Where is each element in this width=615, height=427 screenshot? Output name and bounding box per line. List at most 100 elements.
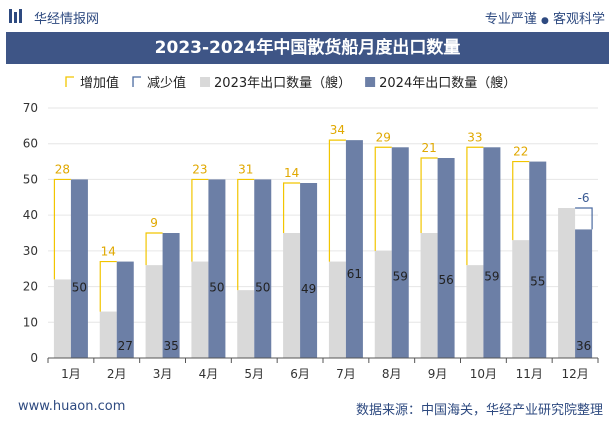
source-b: 华经产业研究院整理 (485, 403, 603, 418)
bar-2024 (483, 147, 501, 358)
increase-bracket (466, 146, 484, 266)
bar-2023 (466, 265, 484, 358)
bar-2024 (437, 158, 455, 358)
bar-2024 (575, 229, 593, 358)
x-tick-label: 10月 (470, 367, 497, 381)
value-label-2024: 27 (118, 339, 133, 353)
legend-2024-label: 2024年出口数量（艘） (379, 75, 516, 91)
value-label-2024: 59 (393, 269, 408, 283)
top-bar: 华经情报网 专业严谨 ● 客观科学 (0, 0, 615, 32)
value-label-2024: 55 (530, 274, 545, 288)
increase-label: 22 (513, 145, 528, 159)
bar-2023 (53, 279, 71, 358)
increase-label: 9 (150, 216, 158, 230)
value-label-2024: 59 (484, 269, 499, 283)
bar-2024 (345, 140, 363, 358)
x-tick-label: 5月 (244, 367, 264, 381)
bar-2024 (70, 179, 88, 358)
y-tick-label: 60 (23, 137, 38, 151)
increase-bracket (374, 146, 392, 251)
footer-source: 数据来源：中国海关，华经产业研究院整理 (356, 399, 603, 418)
tagline-left: 专业严谨 (484, 12, 537, 27)
increase-label: 29 (376, 130, 391, 144)
increase-bracket (99, 260, 117, 312)
brand-name: 华经情报网 (34, 12, 100, 27)
x-tick-label: 6月 (290, 367, 310, 381)
legend-increase-label: 增加值 (80, 75, 119, 91)
legend-2024-swatch (365, 77, 376, 87)
value-label-2024: 50 (255, 281, 270, 295)
bar-chart: 增加值 减少值 2023年出口数量（艘） 2024年出口数量（艘） 0 10 20 30 40… (23, 75, 599, 381)
bar-2023 (558, 208, 576, 358)
increase-label: 23 (192, 162, 207, 176)
increase-bracket (237, 178, 255, 291)
y-tick-label: 30 (23, 244, 38, 258)
increase-bracket (512, 160, 530, 241)
bar-2024 (254, 179, 272, 358)
tagline-right: 客观科学 (552, 12, 605, 27)
value-label-2024: 56 (438, 273, 453, 287)
x-tick-label: 9月 (428, 367, 448, 381)
bar-2023 (237, 290, 255, 358)
x-tick-label: 8月 (382, 367, 402, 381)
bar-2023 (283, 233, 301, 358)
y-tick-label: 70 (23, 101, 38, 115)
bar-2024 (300, 183, 318, 358)
bar-2024 (208, 179, 226, 358)
bar-2024 (116, 261, 134, 358)
bar-2024 (529, 161, 547, 358)
increase-bracket (53, 178, 71, 280)
bar-2023 (99, 311, 117, 358)
value-label-2024: 36 (576, 339, 591, 353)
source-sep: ， (472, 403, 486, 418)
x-tick-label: 3月 (153, 367, 173, 381)
bar-2023 (512, 240, 530, 358)
source-a: 中国海关 (420, 403, 473, 418)
source-label: 数据来源： (355, 403, 421, 418)
value-label-2024: 50 (209, 281, 224, 295)
x-tick-label: 12月 (561, 367, 588, 381)
bar-2023 (145, 265, 163, 358)
increase-label: 34 (330, 123, 345, 137)
increase-label: 14 (101, 245, 116, 259)
legend-decrease-label: 减少值 (147, 75, 186, 91)
increase-label: 28 (55, 162, 70, 176)
x-tick-label: 1月 (61, 367, 81, 381)
bar-2024 (162, 233, 180, 358)
decrease-label: -6 (578, 191, 590, 205)
increase-bracket (145, 232, 163, 266)
decrease-bracket (575, 207, 593, 230)
bar-2023 (420, 233, 438, 358)
value-label-2024: 49 (301, 282, 316, 296)
bar-2023 (328, 261, 346, 358)
y-tick-label: 0 (30, 351, 38, 365)
bar-2024 (391, 147, 409, 358)
increase-label: 21 (421, 141, 436, 155)
increase-bracket (282, 182, 301, 233)
legend-increase-swatch (65, 76, 74, 87)
value-label-2024: 35 (163, 339, 178, 353)
x-tick-label: 7月 (336, 367, 356, 381)
increase-bracket (420, 157, 438, 233)
y-tick-label: 40 (23, 208, 38, 222)
tagline-dot: ● (540, 16, 549, 26)
x-tick-label: 2月 (107, 367, 127, 381)
y-tick-label: 20 (23, 280, 38, 294)
legend-2023-swatch (200, 77, 211, 87)
legend-2023-label: 2023年出口数量（艘） (214, 75, 351, 91)
x-tick-label: 4月 (199, 367, 219, 381)
increase-bracket (328, 139, 346, 262)
increase-label: 33 (467, 130, 482, 144)
footer-website: www.huaon.com (18, 399, 126, 414)
value-label-2024: 61 (347, 267, 362, 281)
legend-decrease-swatch (132, 76, 142, 87)
bar-2023 (191, 261, 209, 358)
value-label-2024: 50 (72, 281, 87, 295)
huaon-logo-icon (9, 9, 22, 23)
y-tick-label: 10 (23, 315, 38, 329)
increase-label: 14 (284, 166, 299, 180)
increase-label: 31 (238, 162, 253, 176)
tagline: 专业严谨 ● 客观科学 (485, 8, 605, 27)
chart-title: 2023-2024年中国散货船月度出口数量 (6, 32, 609, 64)
y-tick-label: 50 (23, 172, 38, 186)
